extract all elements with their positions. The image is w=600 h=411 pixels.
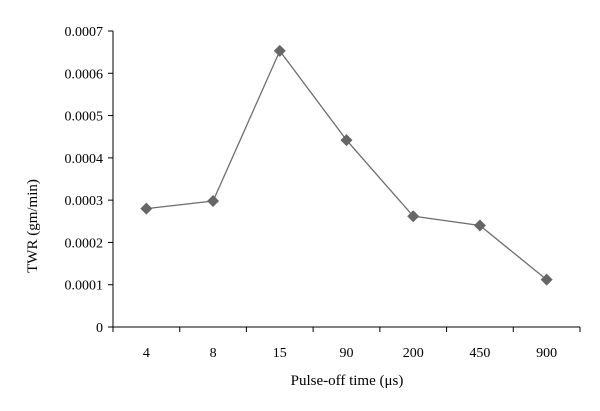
y-tick-label: 0.0001 [65, 279, 104, 294]
y-tick-label: 0.0007 [65, 25, 104, 40]
y-tick-label: 0.0003 [65, 194, 104, 209]
x-axis-title: Pulse-off time (μs) [291, 373, 404, 389]
data-point-marker [340, 134, 353, 147]
data-point-marker [407, 210, 420, 223]
y-tick-label: 0.0005 [65, 110, 104, 125]
x-tick-label: 200 [403, 346, 424, 361]
y-tick-label: 0.0004 [65, 152, 104, 167]
series-line [146, 49, 548, 281]
x-axis-ticks: 4 8 15 90 200 450 900 [112, 327, 581, 361]
data-point-marker [207, 194, 220, 207]
data-point-marker [273, 44, 286, 57]
x-tick-label: 90 [340, 346, 354, 361]
y-tick-label: 0.0006 [65, 67, 104, 82]
data-point-marker [140, 202, 153, 215]
x-tick-label: 8 [210, 346, 217, 361]
x-tick-label: 900 [536, 346, 557, 361]
x-tick-label: 450 [469, 346, 490, 361]
y-tick-label: 0.0002 [65, 236, 104, 251]
x-tick-label: 4 [143, 346, 150, 361]
data-markers [140, 44, 553, 286]
y-tick-label: 0 [96, 321, 103, 336]
data-point-marker [540, 273, 553, 286]
x-tick-label: 15 [273, 346, 287, 361]
data-point-marker [473, 219, 486, 232]
y-axis-ticks: 0 0.0001 0.0002 0.0003 0.0004 0.0005 0.0006 0.0… [65, 25, 113, 336]
y-axis-title: TWR (gm/min) [25, 179, 41, 273]
